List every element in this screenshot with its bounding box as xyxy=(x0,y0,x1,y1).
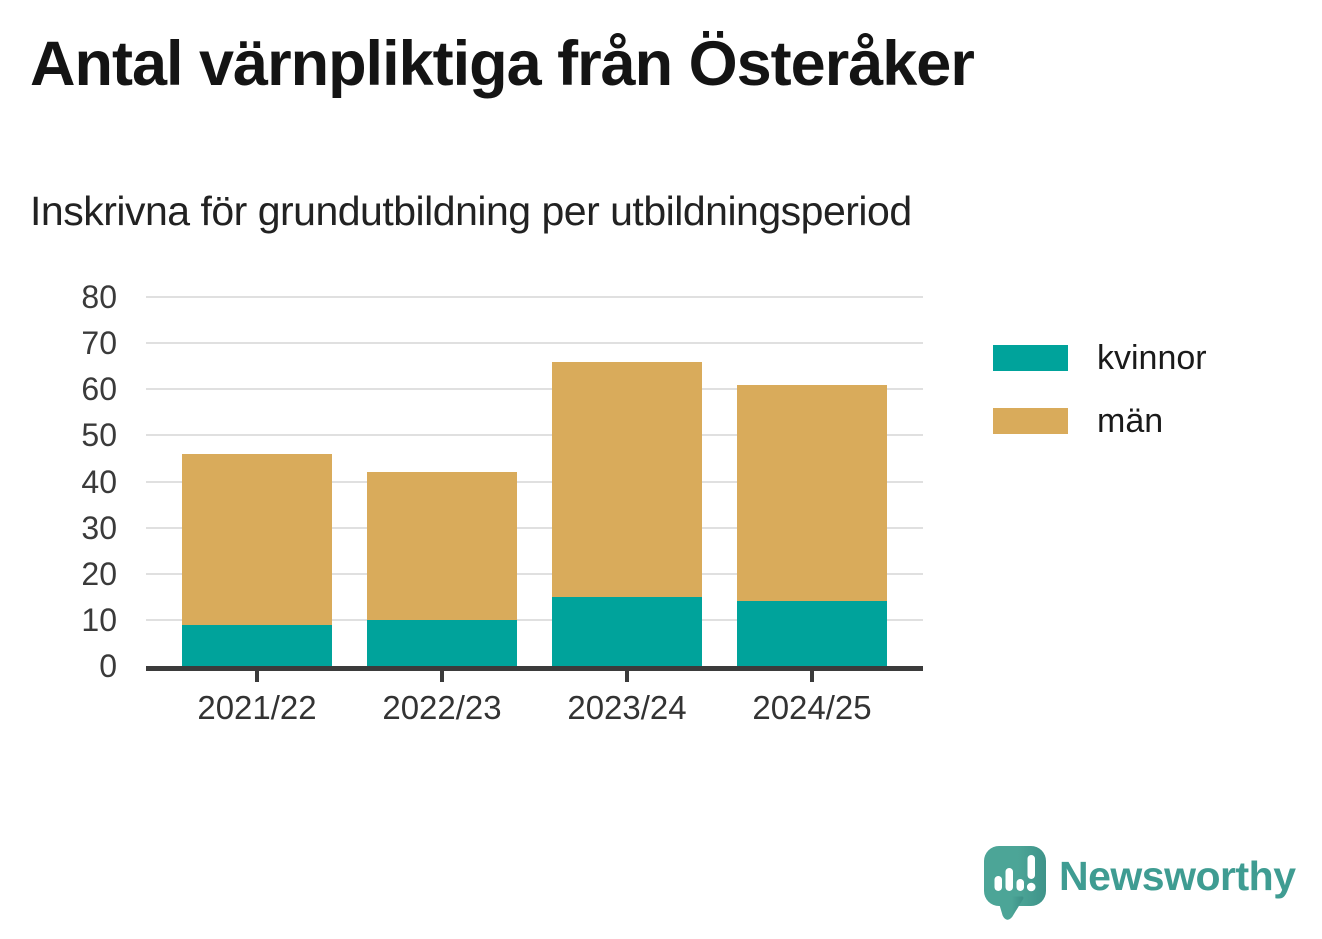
legend: kvinnor män xyxy=(993,341,1207,438)
x-tick-2023-24 xyxy=(625,671,629,682)
bar-segment-kvinnor-2021-22 xyxy=(182,624,332,666)
y-axis-label-40: 40 xyxy=(81,463,117,500)
bar-segment-män-2021-22 xyxy=(182,453,332,625)
y-axis-label-20: 20 xyxy=(81,555,117,592)
legend-label-män: män xyxy=(1097,402,1164,440)
y-axis-label-60: 60 xyxy=(81,371,117,408)
logo-exclamation-dot xyxy=(1026,882,1036,892)
legend-item-män: män xyxy=(993,404,1207,438)
gridline-y10 xyxy=(146,618,923,621)
bar-segment-män-2024-25 xyxy=(737,384,887,602)
bar-segment-kvinnor-2022-23 xyxy=(367,619,517,666)
plot-area: 0 10 20 30 40 50 60 70 80 2021/22 2022/23 2023/24 20… xyxy=(81,281,923,726)
bar-2024-25 xyxy=(737,384,887,666)
legend-swatch-män xyxy=(993,408,1068,434)
y-axis-label-80: 80 xyxy=(81,279,117,315)
gridline-y70 xyxy=(146,342,923,345)
y-axis-label-70: 70 xyxy=(81,325,117,362)
y-axis-label-10: 10 xyxy=(81,601,117,638)
bar-2021-22 xyxy=(182,453,332,666)
chart-title: Antal värnpliktiga från Österåker xyxy=(30,29,975,99)
newsworthy-logo-icon xyxy=(984,846,1046,920)
gridline-y40 xyxy=(146,480,923,483)
y-axis-label-50: 50 xyxy=(81,417,117,454)
bar-segment-män-2022-23 xyxy=(367,472,517,620)
x-axis-line xyxy=(146,666,923,671)
x-axis-label-2024-25: 2024/25 xyxy=(752,689,872,726)
gridline-y80 xyxy=(146,296,923,298)
gridline-y20 xyxy=(146,572,923,575)
logo-exclamation-bar xyxy=(1027,855,1035,879)
legend-label-kvinnor: kvinnor xyxy=(1097,339,1207,377)
bar-segment-män-2023-24 xyxy=(552,361,702,597)
y-axis-label-30: 30 xyxy=(81,509,117,546)
newsworthy-logo-text: Newsworthy xyxy=(1059,853,1296,899)
bars-container xyxy=(146,297,923,666)
gridline-y30 xyxy=(146,526,923,529)
x-tick-2022-23 xyxy=(440,671,444,682)
x-axis-label-2022-23: 2022/23 xyxy=(382,689,502,726)
x-axis-label-2021-22: 2021/22 xyxy=(197,689,317,726)
x-tick-2021-22 xyxy=(255,671,259,682)
x-axis-label-2023-24: 2023/24 xyxy=(567,689,687,726)
legend-item-kvinnor: kvinnor xyxy=(993,341,1207,375)
legend-swatch-kvinnor xyxy=(993,345,1068,371)
newsworthy-logo: Newsworthy xyxy=(984,846,1296,922)
logo-bar-3 xyxy=(1016,879,1024,891)
chart-subtitle: Inskrivna för grundutbildning per utbild… xyxy=(30,188,912,234)
x-tick-2024-25 xyxy=(810,671,814,682)
gridline-y50 xyxy=(146,434,923,437)
logo-bar-1 xyxy=(994,876,1002,891)
bar-2023-24 xyxy=(552,361,702,666)
gridline-y60 xyxy=(146,388,923,391)
bar-segment-kvinnor-2024-25 xyxy=(737,601,887,666)
logo-bar-2 xyxy=(1005,868,1013,891)
y-axis-label-0: 0 xyxy=(99,648,117,684)
bar-2022-23 xyxy=(367,472,517,666)
bar-segment-kvinnor-2023-24 xyxy=(552,596,702,666)
